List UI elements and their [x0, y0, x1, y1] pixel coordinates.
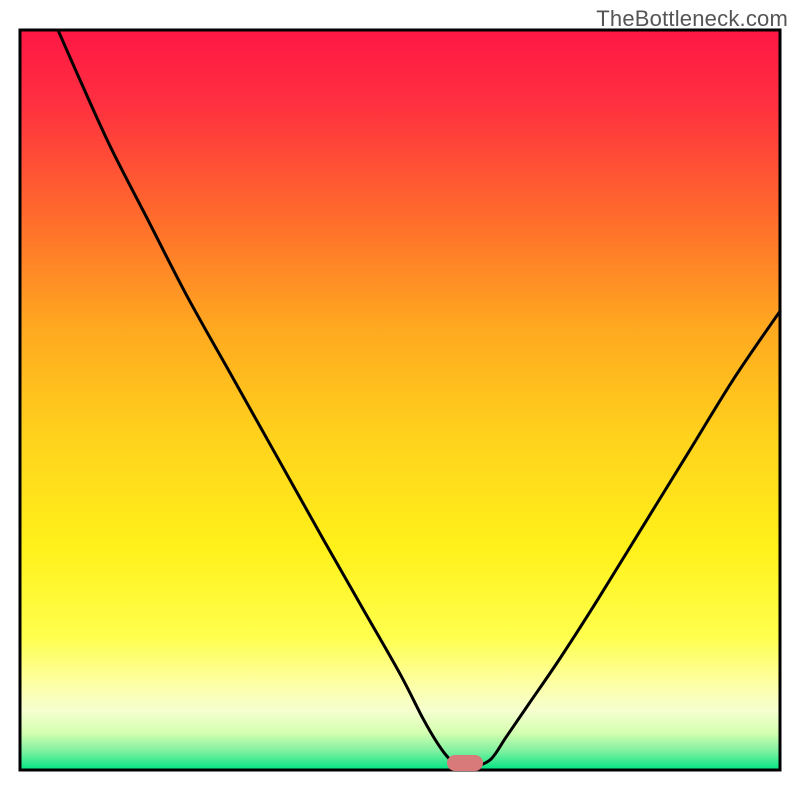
optimal-point-marker: [447, 755, 483, 771]
watermark-text: TheBottleneck.com: [596, 6, 788, 32]
chart-background: [20, 30, 780, 770]
chart-container: TheBottleneck.com: [0, 0, 800, 800]
chart-svg: [0, 0, 800, 800]
